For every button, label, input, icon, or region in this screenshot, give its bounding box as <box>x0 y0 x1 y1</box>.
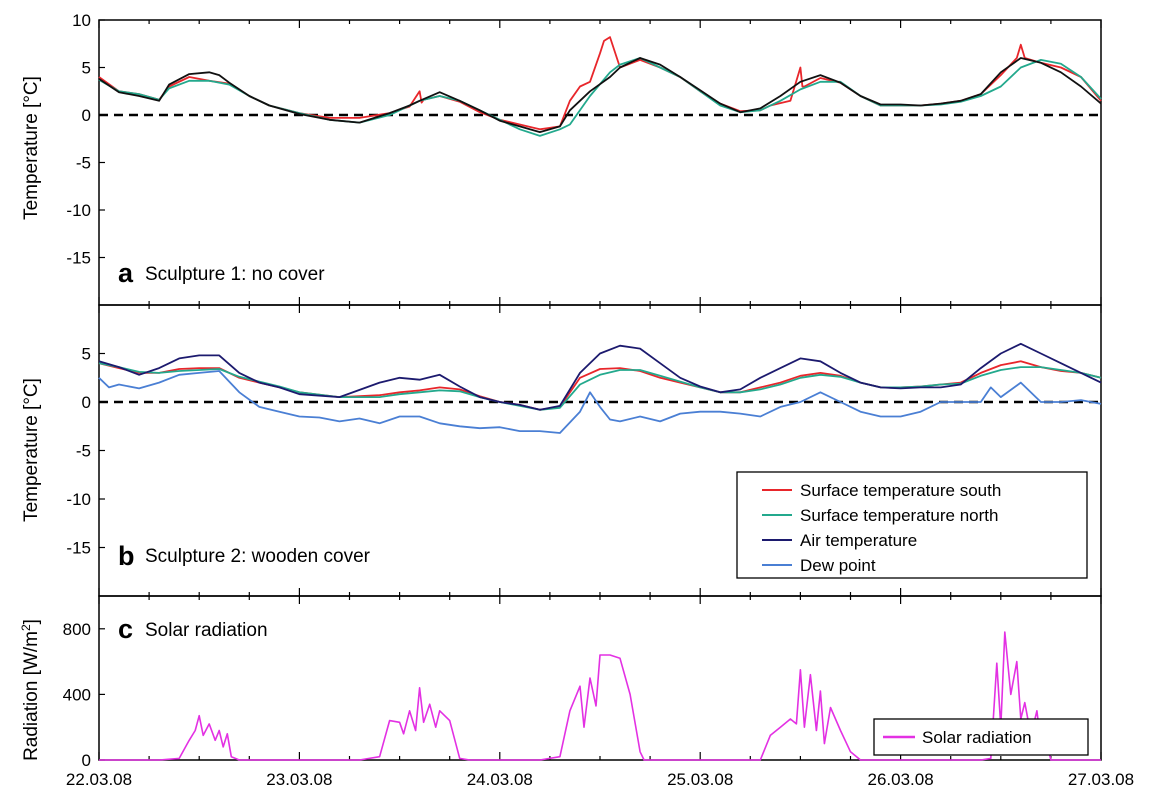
panel-c-ylabel-main: Radiation [W/m <box>21 631 42 761</box>
panel-b-title: Sculpture 2: wooden cover <box>145 546 371 567</box>
panel-b-series-air-temperature <box>98 342 1102 411</box>
panel-a-plot: 10 5 0 -5 -10 -15 <box>66 11 1102 306</box>
panel-b-ytick-label: -15 <box>66 539 91 558</box>
panel-b-ylabel: Temperature [°C] <box>21 378 42 522</box>
xtick-label: 24.03.08 <box>467 770 533 789</box>
panel-b-series-dew-point <box>98 370 1102 434</box>
panel-c-series-solar-radiation <box>99 631 1101 761</box>
panel-a: 10 5 0 -5 -10 -15 a Sculpture 1: no cover Tem… <box>21 11 1102 306</box>
panel-b-ytick-label: -10 <box>66 490 91 509</box>
panel-a-letter: a <box>118 258 134 288</box>
panel-c: 800 400 022.03.08 23.03.08 24.03.08 25.03.08 2… <box>19 595 1134 789</box>
panel-a-ytick-label: -5 <box>76 154 91 173</box>
panel-b-legend: Surface temperature south Surface temper… <box>736 471 1088 579</box>
panel-c-ytick-label: 400 <box>63 685 91 704</box>
panel-b-ytick-label: 0 <box>82 393 91 412</box>
panel-b-ytick-label: -5 <box>76 442 91 461</box>
panel-a-ytick-label: 5 <box>82 59 91 78</box>
xtick-label: 26.03.08 <box>868 770 934 789</box>
panel-c-letter: c <box>118 614 133 644</box>
panel-b-letter: b <box>118 541 135 571</box>
panel-c-plot: 800 400 022.03.08 23.03.08 24.03.08 25.03.08 2… <box>63 595 1134 789</box>
panel-a-frame <box>98 19 1102 306</box>
xtick-label: 25.03.08 <box>667 770 733 789</box>
panel-c-ylabel: Radiation [W/m2] <box>19 619 42 761</box>
legend-label-air: Air temperature <box>800 531 917 550</box>
panel-a-ytick-label: 10 <box>72 11 91 30</box>
panel-c-legend: Solar radiation <box>873 718 1089 756</box>
panel-c-ytick-label: 800 <box>63 620 91 639</box>
panel-c-ylabel-end: ] <box>21 619 42 624</box>
panel-a-title: Sculpture 1: no cover <box>145 264 325 285</box>
legend-label-south: Surface temperature south <box>800 481 1001 500</box>
legend-box <box>736 471 1088 579</box>
panel-c-ytick-label: 0 <box>82 751 91 770</box>
panel-b-plot: 5 0 -5 -10 -15 <box>66 304 1102 597</box>
legend-label-radiation: Solar radiation <box>922 728 1032 747</box>
panel-a-ytick-label: -15 <box>66 249 91 268</box>
panel-c-title: Solar radiation <box>145 620 268 641</box>
legend-label-dewpoint: Dew point <box>800 556 876 575</box>
panel-b: 5 0 -5 -10 -15 b Sculpture 2: wooden cover T… <box>21 304 1102 597</box>
panel-b-ytick-label: 5 <box>82 345 91 364</box>
xtick-label: 27.03.08 <box>1068 770 1134 789</box>
panel-c-ylabel-sup: 2 <box>19 624 33 631</box>
xtick-label: 23.03.08 <box>266 770 332 789</box>
panel-a-ytick-label: 0 <box>82 106 91 125</box>
panel-a-series-air-temperature <box>98 57 1102 134</box>
panel-a-ylabel: Temperature [°C] <box>21 76 42 220</box>
legend-label-north: Surface temperature north <box>800 506 998 525</box>
xtick-label: 22.03.08 <box>66 770 132 789</box>
panel-a-ytick-label: -10 <box>66 201 91 220</box>
